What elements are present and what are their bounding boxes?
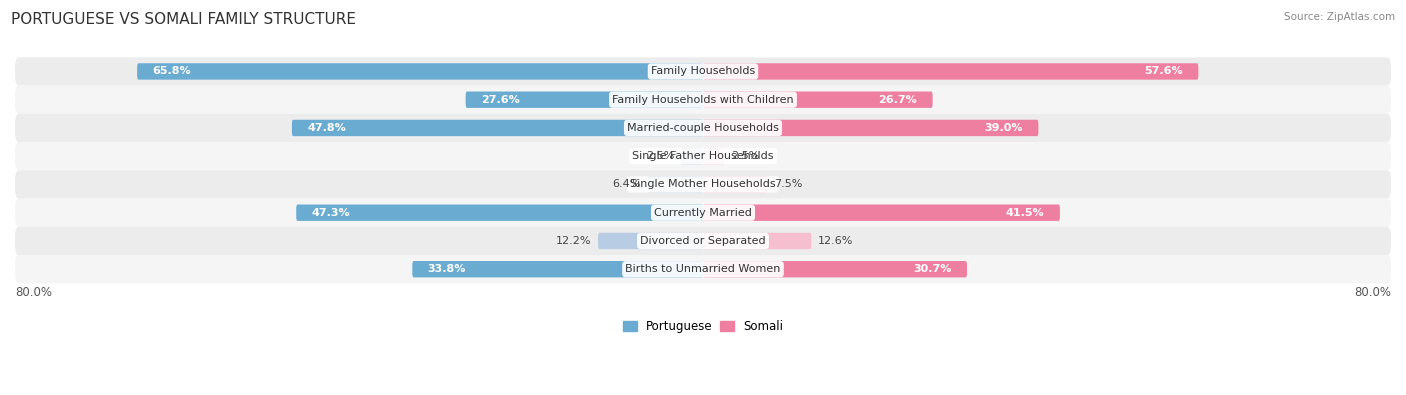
FancyBboxPatch shape [465,92,703,108]
FancyBboxPatch shape [703,120,1039,136]
FancyBboxPatch shape [138,63,703,80]
Text: 65.8%: 65.8% [153,66,191,77]
Text: Currently Married: Currently Married [654,208,752,218]
FancyBboxPatch shape [703,92,932,108]
FancyBboxPatch shape [15,199,1391,227]
Text: 7.5%: 7.5% [775,179,803,190]
FancyBboxPatch shape [703,176,768,193]
FancyBboxPatch shape [598,233,703,249]
FancyBboxPatch shape [703,205,1060,221]
FancyBboxPatch shape [703,233,811,249]
Text: 2.5%: 2.5% [647,151,675,161]
Text: 12.6%: 12.6% [818,236,853,246]
Text: Married-couple Households: Married-couple Households [627,123,779,133]
Text: 30.7%: 30.7% [912,264,952,274]
FancyBboxPatch shape [15,114,1391,142]
FancyBboxPatch shape [15,57,1391,86]
Text: Source: ZipAtlas.com: Source: ZipAtlas.com [1284,12,1395,22]
FancyBboxPatch shape [703,63,1198,80]
FancyBboxPatch shape [703,148,724,164]
Text: 80.0%: 80.0% [15,286,52,299]
FancyBboxPatch shape [292,120,703,136]
Text: 41.5%: 41.5% [1005,208,1045,218]
Text: 26.7%: 26.7% [879,95,917,105]
Text: Single Father Households: Single Father Households [633,151,773,161]
Text: 27.6%: 27.6% [481,95,520,105]
Text: 80.0%: 80.0% [1354,286,1391,299]
Text: Family Households: Family Households [651,66,755,77]
FancyBboxPatch shape [15,170,1391,199]
Legend: Portuguese, Somali: Portuguese, Somali [617,316,789,338]
Text: 47.8%: 47.8% [308,123,346,133]
Text: PORTUGUESE VS SOMALI FAMILY STRUCTURE: PORTUGUESE VS SOMALI FAMILY STRUCTURE [11,12,356,27]
FancyBboxPatch shape [15,255,1391,283]
FancyBboxPatch shape [15,86,1391,114]
Text: 6.4%: 6.4% [613,179,641,190]
FancyBboxPatch shape [682,148,703,164]
FancyBboxPatch shape [412,261,703,277]
Text: 47.3%: 47.3% [312,208,350,218]
FancyBboxPatch shape [15,227,1391,255]
FancyBboxPatch shape [297,205,703,221]
FancyBboxPatch shape [648,176,703,193]
Text: 33.8%: 33.8% [427,264,467,274]
Text: 2.5%: 2.5% [731,151,759,161]
Text: 57.6%: 57.6% [1144,66,1182,77]
Text: 12.2%: 12.2% [555,236,591,246]
Text: Family Households with Children: Family Households with Children [612,95,794,105]
Text: Divorced or Separated: Divorced or Separated [640,236,766,246]
Text: Births to Unmarried Women: Births to Unmarried Women [626,264,780,274]
FancyBboxPatch shape [703,261,967,277]
FancyBboxPatch shape [15,142,1391,170]
Text: 39.0%: 39.0% [984,123,1024,133]
Text: Single Mother Households: Single Mother Households [630,179,776,190]
